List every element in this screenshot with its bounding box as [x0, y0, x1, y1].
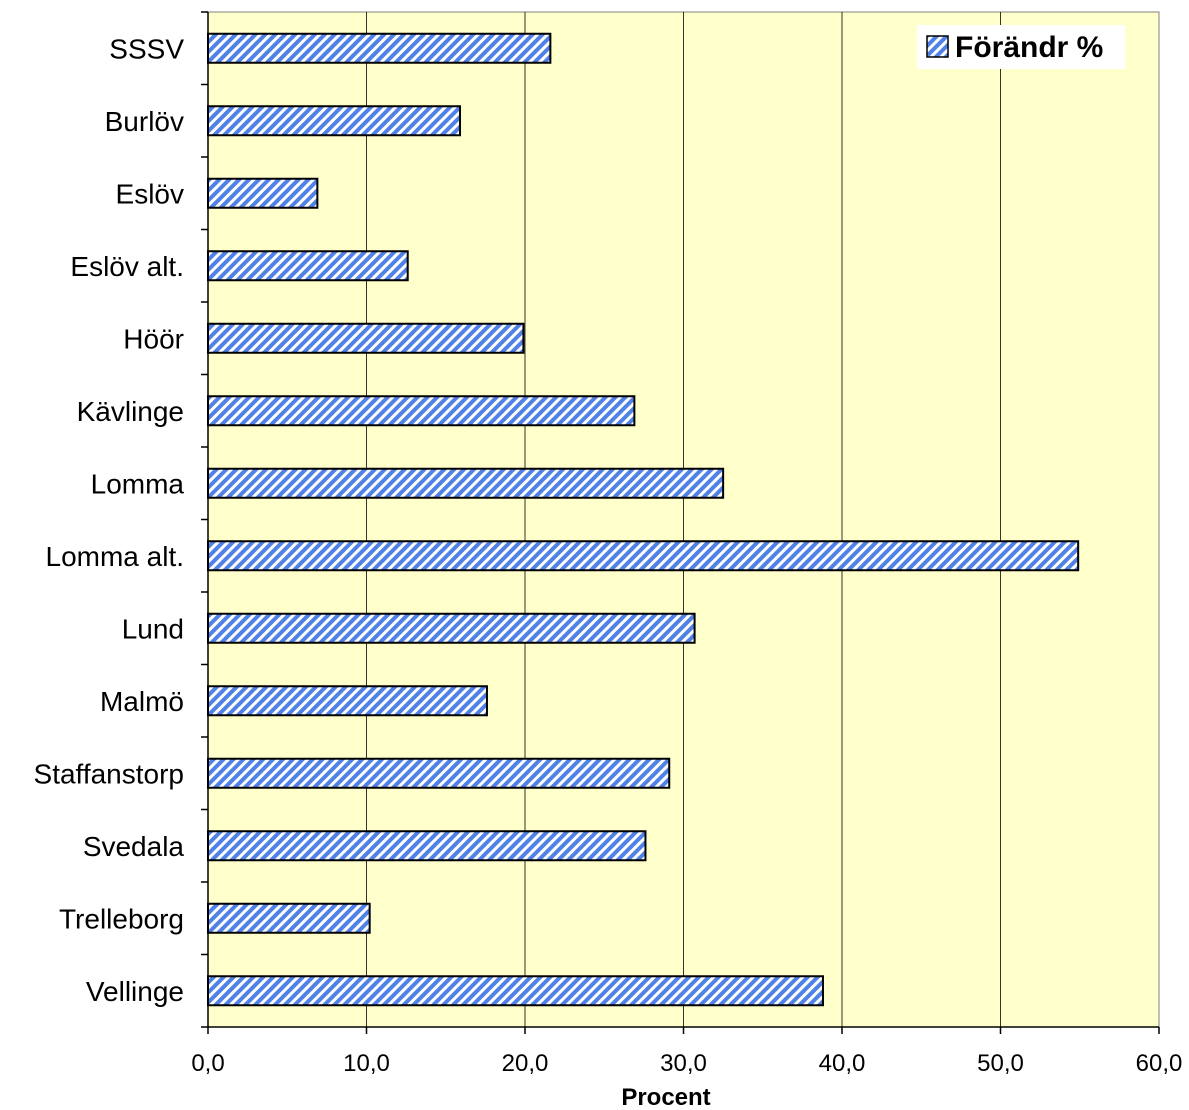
bar	[207, 32, 552, 64]
x-tick-label: 0,0	[191, 1050, 224, 1077]
x-tick-label: 40,0	[819, 1050, 866, 1077]
category-label: Lund	[122, 613, 184, 644]
bar	[207, 612, 696, 644]
bar	[207, 540, 1080, 572]
x-tick-label: 60,0	[1136, 1050, 1183, 1077]
category-label: Lomma	[91, 468, 185, 499]
legend-swatch	[926, 35, 949, 58]
bar	[207, 975, 824, 1007]
y-axis-ticks	[201, 11, 208, 1028]
category-label: Kävlinge	[77, 396, 184, 427]
category-label: Lomma alt.	[46, 541, 185, 572]
x-tick-label: 10,0	[343, 1050, 390, 1077]
category-label: Staffanstorp	[34, 758, 184, 789]
x-tick-labels: 0,0 10,0 20,0 30,0 40,0 50,0 60,0	[191, 1050, 1182, 1077]
category-labels: SSSV Burlöv Eslöv Eslöv alt. Höör Kävlinge Lom…	[34, 33, 185, 1007]
category-label: Eslöv alt.	[70, 251, 184, 282]
category-label: Svedala	[83, 831, 185, 862]
category-label: Burlöv	[105, 106, 184, 137]
legend-box	[917, 25, 1125, 69]
x-tick-label: 50,0	[977, 1050, 1024, 1077]
category-label: Vellinge	[86, 976, 184, 1007]
bar	[207, 322, 525, 354]
category-label: Trelleborg	[59, 903, 184, 934]
x-axis-ticks	[207, 1027, 1160, 1034]
legend-label: Förändr %	[955, 31, 1103, 64]
bar	[207, 105, 462, 137]
bar	[207, 830, 647, 862]
bar	[207, 395, 636, 427]
x-tick-label: 20,0	[502, 1050, 549, 1077]
bar	[207, 685, 488, 717]
bar	[207, 757, 671, 789]
x-tick-label: 30,0	[660, 1050, 707, 1077]
category-label: SSSV	[109, 33, 184, 64]
category-label: Eslöv	[116, 178, 184, 209]
legend: Förändr %	[917, 25, 1125, 69]
category-label: Höör	[123, 323, 184, 354]
bar	[207, 902, 371, 934]
x-axis-title: Procent	[621, 1084, 710, 1110]
bar	[207, 250, 409, 282]
bar	[207, 467, 725, 499]
category-label: Malmö	[100, 686, 184, 717]
bar	[207, 177, 319, 209]
